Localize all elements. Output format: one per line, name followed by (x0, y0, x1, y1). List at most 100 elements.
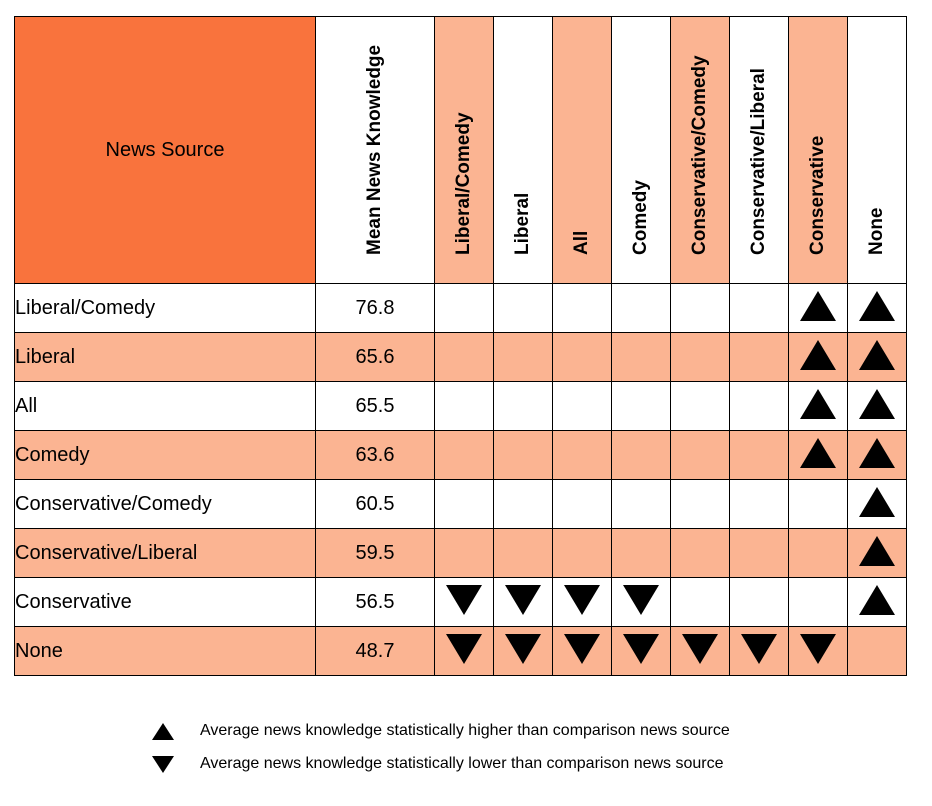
row-mean-value: 65.6 (315, 332, 435, 382)
table-row: All 65.5 (14, 381, 907, 431)
legend-lower-text: Average news knowledge statistically low… (200, 755, 724, 772)
comparison-cell (847, 479, 907, 529)
up-triangle-icon (800, 388, 836, 419)
comparison-cell (847, 381, 907, 431)
comparison-cell (670, 528, 730, 578)
comparison-cell (493, 332, 553, 382)
column-header-label: Liberal (512, 192, 533, 255)
comparison-cell (729, 283, 789, 333)
down-triangle-icon (623, 633, 659, 664)
comparison-cell (670, 332, 730, 382)
comparison-cell (788, 283, 848, 333)
comparison-cell (493, 479, 553, 529)
comparison-cell (847, 332, 907, 382)
comparison-cell (670, 430, 730, 480)
comparison-cell (552, 381, 612, 431)
comparison-cell (493, 430, 553, 480)
table-row: Comedy 63.6 (14, 430, 907, 480)
comparison-cell (670, 577, 730, 627)
comparison-cell (611, 381, 671, 431)
comparison-cell (729, 430, 789, 480)
comparison-cell (788, 332, 848, 382)
table-body: Liberal/Comedy 76.8 Liberal 65.6 All 65.5 Come… (14, 283, 907, 676)
table-row: Conservative 56.5 (14, 577, 907, 627)
row-source-label: None (14, 626, 316, 676)
comparison-cell (434, 577, 494, 627)
up-triangle-icon (859, 290, 895, 321)
legend-lower: Average news knowledge statistically low… (152, 755, 724, 773)
comparison-cell (729, 479, 789, 529)
up-triangle-icon (859, 486, 895, 517)
row-source-label: Comedy (14, 430, 316, 480)
column-header-label: Liberal/Comedy (453, 112, 474, 255)
table-row: Liberal 65.6 (14, 332, 907, 382)
down-triangle-icon (505, 584, 541, 615)
comparison-cell (434, 381, 494, 431)
row-source-label: Conservative (14, 577, 316, 627)
column-header: Conservative/Liberal (729, 16, 789, 284)
column-header-label: Conservative (807, 135, 828, 255)
comparison-cell (670, 479, 730, 529)
column-header-label: Comedy (630, 180, 651, 255)
row-source-label: Conservative/Liberal (14, 528, 316, 578)
down-triangle-icon (446, 633, 482, 664)
comparison-cell (611, 528, 671, 578)
up-triangle-icon (859, 339, 895, 370)
table-row: Conservative/Liberal 59.5 (14, 528, 907, 578)
comparison-cell (847, 528, 907, 578)
comparison-cell (729, 626, 789, 676)
down-triangle-icon (564, 633, 600, 664)
up-triangle-icon (800, 290, 836, 321)
row-mean-value: 56.5 (315, 577, 435, 627)
down-triangle-icon (682, 633, 718, 664)
comparison-cell (611, 479, 671, 529)
comparison-cell (552, 528, 612, 578)
column-header-label: Conservative/Comedy (689, 55, 710, 255)
comparison-cell (434, 479, 494, 529)
comparison-cell (611, 577, 671, 627)
down-triangle-icon (741, 633, 777, 664)
comparison-cell (788, 381, 848, 431)
down-triangle-icon (152, 755, 174, 773)
down-triangle-icon (623, 584, 659, 615)
comparison-cell (729, 332, 789, 382)
up-triangle-icon (859, 437, 895, 468)
down-triangle-icon (800, 633, 836, 664)
row-source-label: Conservative/Comedy (14, 479, 316, 529)
comparison-cell (552, 283, 612, 333)
down-triangle-icon (446, 584, 482, 615)
comparison-cell (847, 430, 907, 480)
comparison-cell (847, 626, 907, 676)
comparison-cell (434, 430, 494, 480)
column-header: Liberal/Comedy (434, 16, 494, 284)
up-triangle-icon (800, 339, 836, 370)
comparison-cell (611, 626, 671, 676)
comparison-cell (493, 626, 553, 676)
comparison-cell (552, 577, 612, 627)
comparison-cell (788, 528, 848, 578)
legend-higher-text: Average news knowledge statistically hig… (200, 722, 730, 739)
table-row: Liberal/Comedy 76.8 (14, 283, 907, 333)
column-header: Conservative/Comedy (670, 16, 730, 284)
comparison-cell (434, 283, 494, 333)
comparison-cell (788, 479, 848, 529)
comparison-cell (434, 528, 494, 578)
comparison-cell (670, 283, 730, 333)
comparison-cell (493, 381, 553, 431)
comparison-cell (493, 283, 553, 333)
comparison-cell (611, 430, 671, 480)
comparison-table: News Source Mean News Knowledge Liberal/… (14, 16, 907, 676)
comparison-cell (552, 626, 612, 676)
comparison-cell (729, 381, 789, 431)
column-header: Conservative (788, 16, 848, 284)
header-row: News Source Mean News Knowledge Liberal/… (14, 16, 907, 284)
comparison-cell (670, 381, 730, 431)
up-triangle-icon (859, 584, 895, 615)
table-row: None 48.7 (14, 626, 907, 676)
column-header-label: None (866, 207, 887, 256)
comparison-cell (847, 577, 907, 627)
down-triangle-icon (505, 633, 541, 664)
up-triangle-icon (800, 437, 836, 468)
row-mean-value: 63.6 (315, 430, 435, 480)
row-source-label: All (14, 381, 316, 431)
